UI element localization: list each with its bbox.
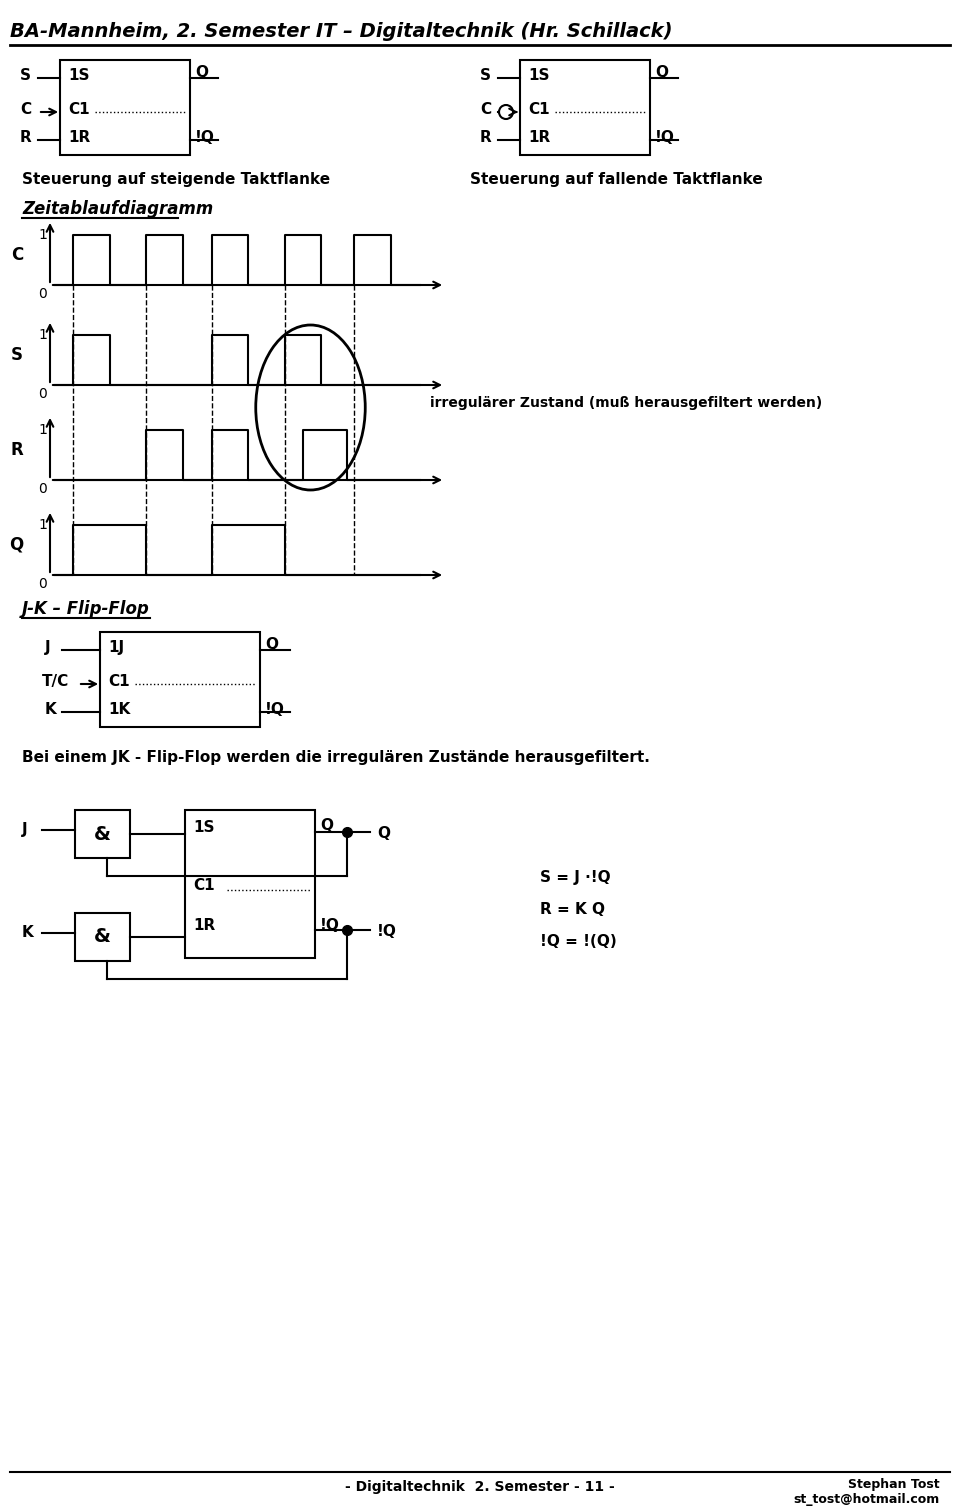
Text: C1: C1 bbox=[108, 675, 130, 690]
Bar bbox=[75, 810, 130, 859]
Text: C: C bbox=[480, 103, 492, 118]
Text: S: S bbox=[480, 68, 491, 83]
Text: R: R bbox=[480, 130, 492, 145]
Text: 1S: 1S bbox=[68, 68, 89, 83]
Text: !Q: !Q bbox=[265, 702, 285, 717]
Text: &: & bbox=[94, 824, 111, 844]
Text: R: R bbox=[11, 441, 23, 459]
Bar bbox=[75, 913, 130, 961]
Text: 1J: 1J bbox=[108, 640, 124, 655]
Text: C: C bbox=[11, 246, 23, 264]
Text: !Q: !Q bbox=[320, 917, 340, 933]
Text: R: R bbox=[20, 130, 32, 145]
Text: 1R: 1R bbox=[528, 130, 550, 145]
Text: 1R: 1R bbox=[193, 917, 215, 933]
Text: Q: Q bbox=[265, 637, 278, 652]
Text: Stephan Tost
st_tost@hotmail.com: Stephan Tost st_tost@hotmail.com bbox=[794, 1477, 940, 1506]
Text: Bei einem JK - Flip-Flop werden die irregulären Zustände herausgefiltert.: Bei einem JK - Flip-Flop werden die irre… bbox=[22, 750, 650, 765]
Text: 1: 1 bbox=[38, 518, 47, 533]
Text: 1K: 1K bbox=[108, 702, 131, 717]
Text: 1: 1 bbox=[38, 327, 47, 343]
Text: &: & bbox=[94, 928, 111, 946]
Text: 1S: 1S bbox=[193, 819, 214, 834]
Text: Steuerung auf steigende Taktflanke: Steuerung auf steigende Taktflanke bbox=[22, 172, 330, 187]
Text: - Digitaltechnik  2. Semester - 11 -: - Digitaltechnik 2. Semester - 11 - bbox=[346, 1480, 614, 1494]
Text: 1: 1 bbox=[38, 423, 47, 438]
Text: !Q: !Q bbox=[655, 130, 675, 145]
Text: J: J bbox=[22, 822, 28, 837]
Text: C1: C1 bbox=[528, 103, 550, 118]
Text: S = J ·!Q: S = J ·!Q bbox=[540, 871, 611, 884]
Text: R = K Q: R = K Q bbox=[540, 902, 605, 917]
Text: C1: C1 bbox=[68, 103, 89, 118]
Text: 1S: 1S bbox=[528, 68, 549, 83]
Text: 0: 0 bbox=[38, 576, 47, 592]
Text: Q: Q bbox=[655, 65, 668, 80]
Bar bbox=[185, 810, 315, 958]
Text: K: K bbox=[22, 925, 34, 940]
Text: K: K bbox=[45, 702, 57, 717]
Text: Q: Q bbox=[377, 825, 390, 841]
Text: !Q: !Q bbox=[195, 130, 215, 145]
Text: S: S bbox=[20, 68, 31, 83]
Text: 1: 1 bbox=[38, 228, 47, 241]
Text: T/C: T/C bbox=[42, 675, 69, 690]
Text: C: C bbox=[20, 103, 31, 118]
Text: 0: 0 bbox=[38, 287, 47, 300]
Text: irregulärer Zustand (muß herausgefiltert werden): irregulärer Zustand (muß herausgefiltert… bbox=[430, 395, 823, 410]
Text: Steuerung auf fallende Taktflanke: Steuerung auf fallende Taktflanke bbox=[470, 172, 763, 187]
Text: J-K – Flip-Flop: J-K – Flip-Flop bbox=[22, 601, 150, 619]
Text: Q: Q bbox=[320, 818, 333, 833]
Text: !Q = !(Q): !Q = !(Q) bbox=[540, 934, 616, 949]
Bar bbox=[520, 60, 650, 155]
Text: Q: Q bbox=[195, 65, 208, 80]
Bar bbox=[100, 632, 260, 727]
Text: 1R: 1R bbox=[68, 130, 90, 145]
Text: BA-Mannheim, 2. Semester IT – Digitaltechnik (Hr. Schillack): BA-Mannheim, 2. Semester IT – Digitaltec… bbox=[10, 23, 673, 41]
Text: C1: C1 bbox=[193, 878, 215, 893]
Text: Q: Q bbox=[9, 536, 23, 554]
Text: J: J bbox=[45, 640, 51, 655]
Text: 0: 0 bbox=[38, 386, 47, 401]
Bar bbox=[60, 60, 190, 155]
Text: S: S bbox=[11, 346, 23, 364]
Text: !Q: !Q bbox=[377, 924, 396, 939]
Text: Zeitablaufdiagramm: Zeitablaufdiagramm bbox=[22, 201, 213, 217]
Text: 0: 0 bbox=[38, 481, 47, 496]
